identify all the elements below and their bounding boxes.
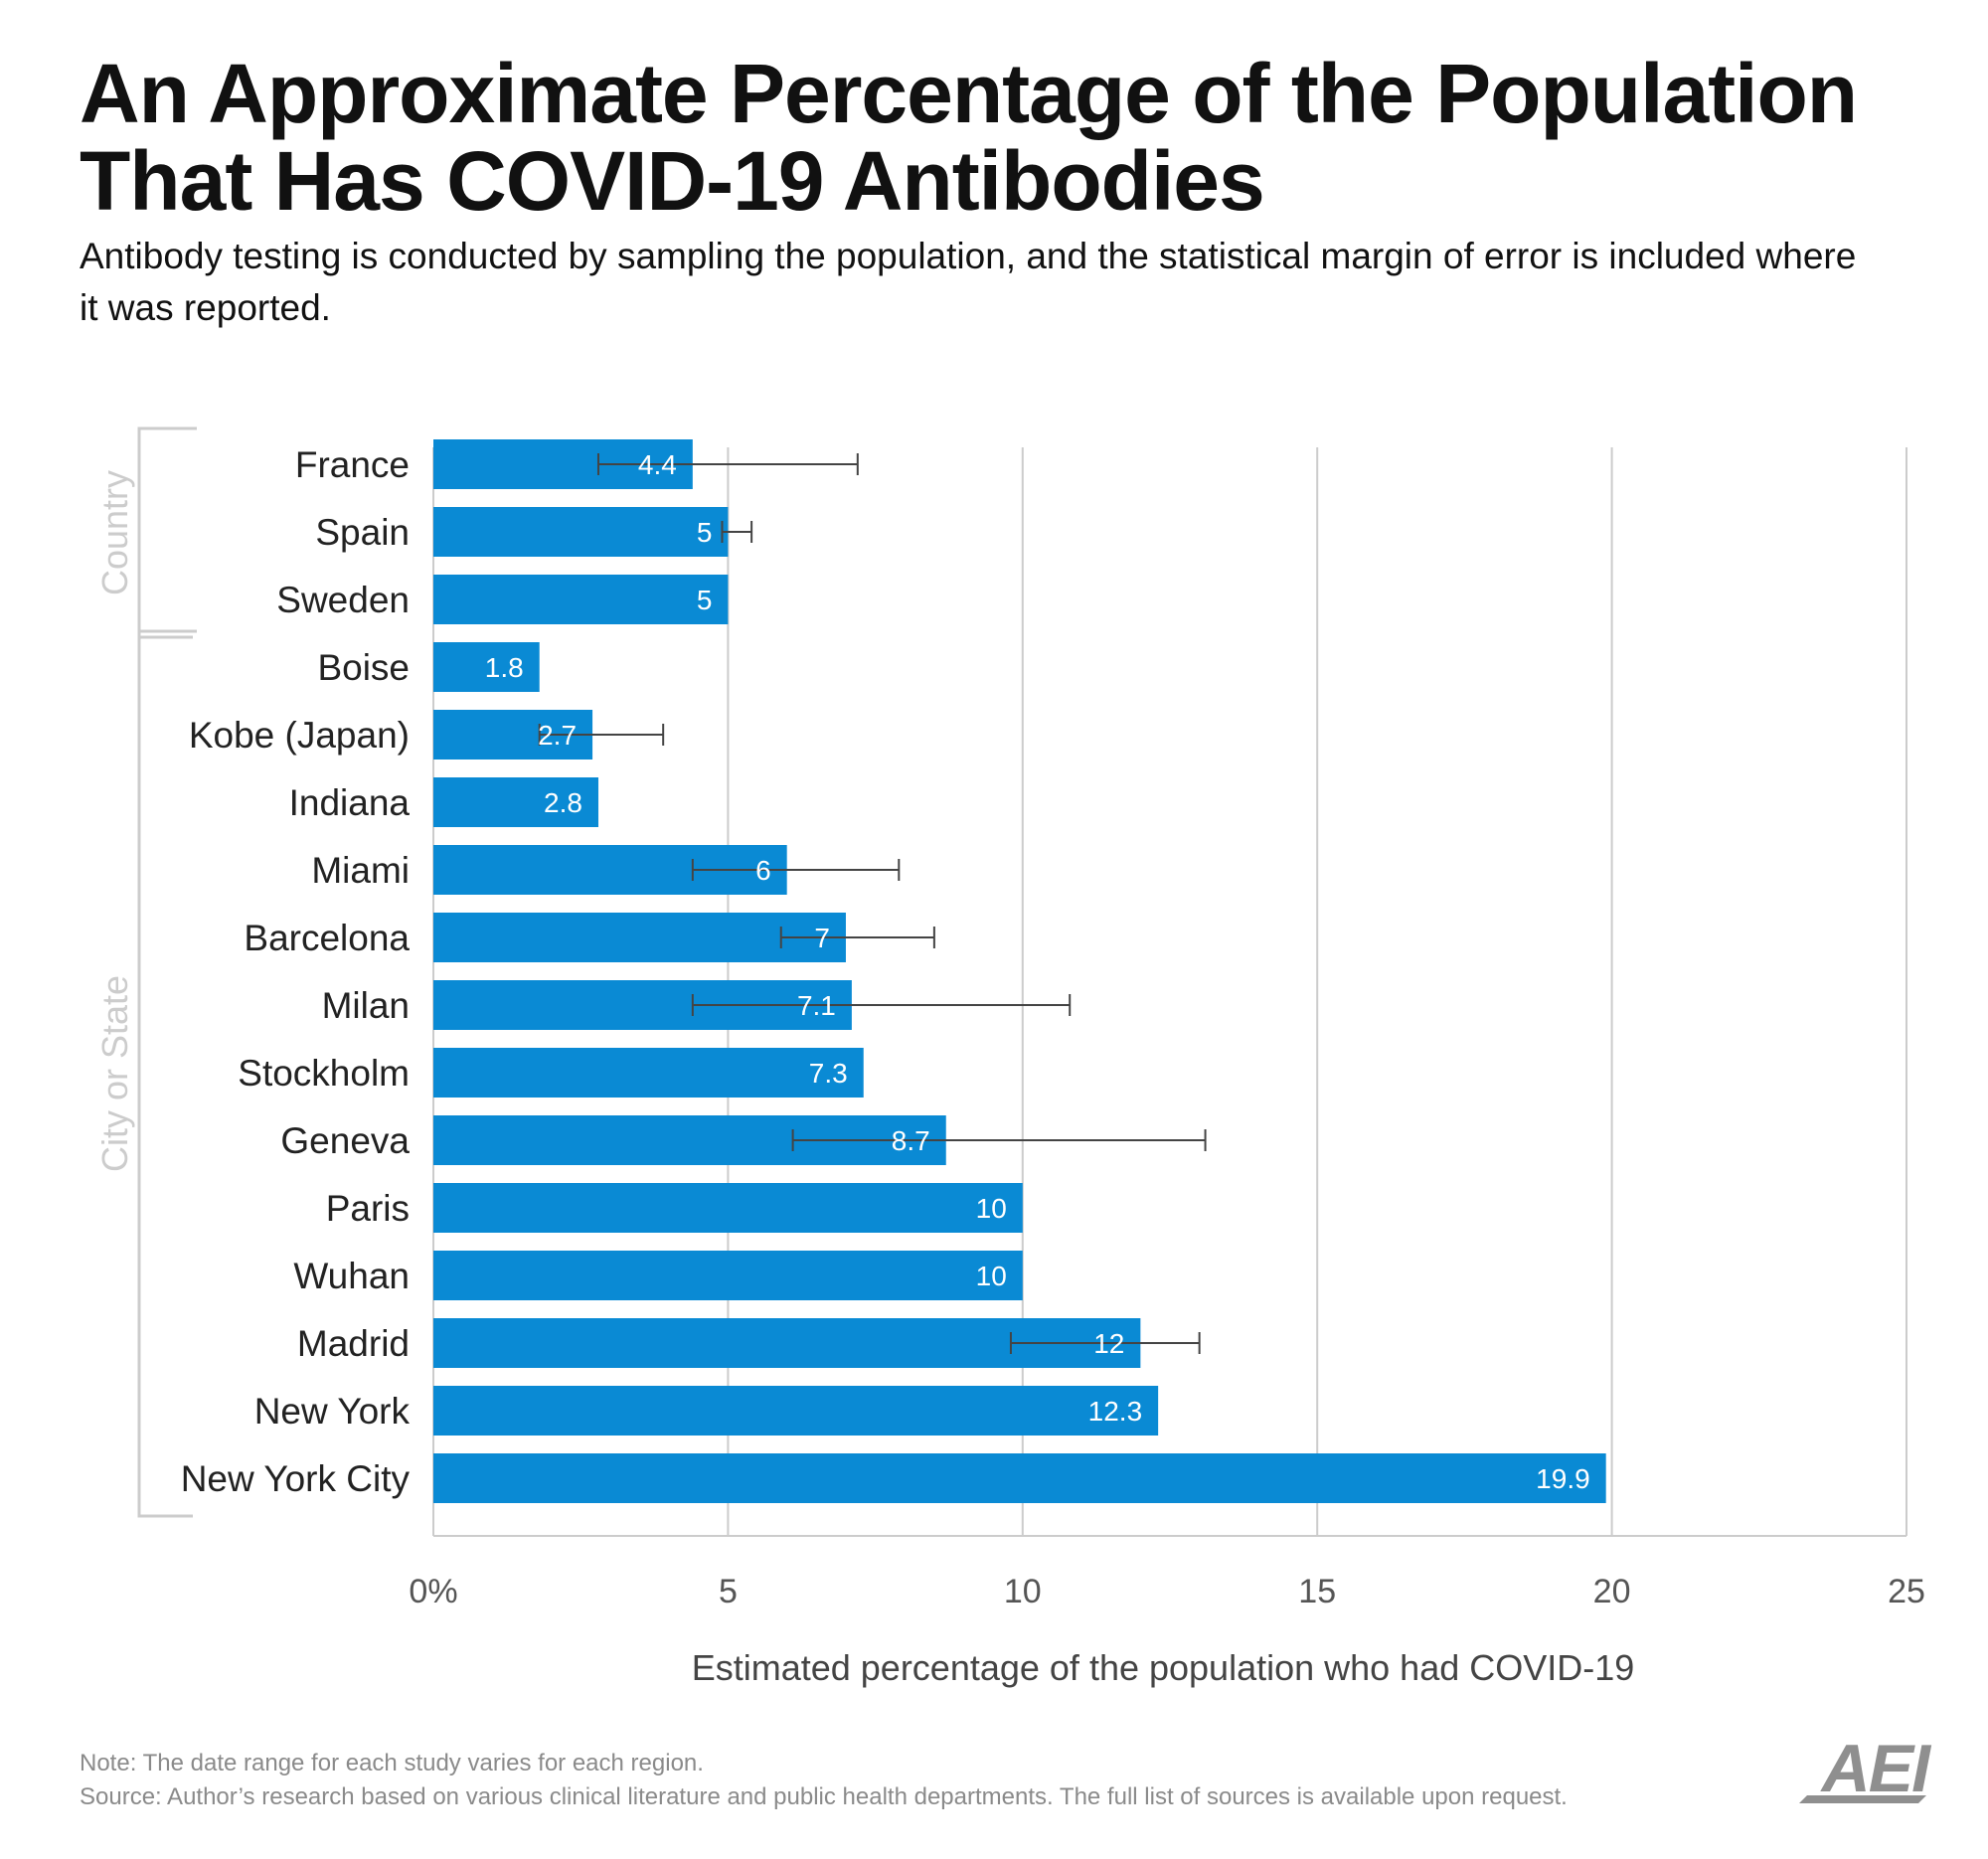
value-label: 1.8 xyxy=(485,652,524,683)
x-tick-label: 0% xyxy=(409,1573,457,1610)
category-label: Milan xyxy=(322,985,410,1026)
chart-title: An Approximate Percentage of the Populat… xyxy=(80,47,1858,228)
x-tick-label: 25 xyxy=(1888,1573,1925,1610)
category-label: New York City xyxy=(181,1458,411,1499)
bar-chart: 0% 5 10 15 20 25 France 4.4 Spain 5 Sweden 5 Boise 1.… xyxy=(94,426,1925,1688)
group-bracket xyxy=(137,426,197,639)
x-tick-label: 20 xyxy=(1593,1573,1631,1610)
group-bracket xyxy=(137,629,197,1518)
bar xyxy=(433,642,540,692)
value-label: 2.8 xyxy=(544,787,582,818)
value-label: 2.7 xyxy=(538,720,577,751)
category-label: Madrid xyxy=(297,1323,410,1364)
bar xyxy=(433,1453,1606,1503)
value-label: 10 xyxy=(976,1261,1007,1291)
bar xyxy=(433,1386,1159,1436)
category-label: Stockholm xyxy=(238,1053,410,1094)
group-label: City or State xyxy=(94,975,135,1172)
aei-logo-text: AEI xyxy=(1820,1731,1932,1806)
value-label: 6 xyxy=(755,855,771,886)
category-label: Miami xyxy=(311,850,410,891)
category-label: New York xyxy=(254,1391,411,1432)
value-label: 10 xyxy=(976,1193,1007,1224)
value-label: 12.3 xyxy=(1088,1396,1143,1427)
bar xyxy=(433,507,729,557)
chart-source: Source: Author’s research based on vario… xyxy=(80,1783,1568,1810)
category-label: Sweden xyxy=(276,580,410,620)
value-label: 4.4 xyxy=(638,449,677,480)
chart-note: Note: The date range for each study vari… xyxy=(80,1750,704,1776)
bar xyxy=(433,777,598,827)
value-label: 19.9 xyxy=(1536,1463,1590,1494)
bar xyxy=(433,1048,864,1098)
category-label: Wuhan xyxy=(293,1256,410,1296)
category-label: France xyxy=(295,444,410,485)
x-tick-label: 5 xyxy=(719,1573,738,1610)
value-label: 7 xyxy=(814,923,830,953)
value-label: 5 xyxy=(697,585,713,615)
chart-subtitle: Antibody testing is conducted by samplin… xyxy=(80,236,1857,328)
category-label: Indiana xyxy=(289,782,411,823)
bar xyxy=(433,1251,1023,1300)
bar xyxy=(433,575,729,624)
value-label: 5 xyxy=(697,517,713,548)
bar xyxy=(433,913,846,962)
value-label: 7.3 xyxy=(809,1058,848,1089)
aei-logo: AEI xyxy=(1799,1731,1934,1806)
x-tick-label: 10 xyxy=(1004,1573,1042,1610)
category-label: Barcelona xyxy=(244,918,410,958)
group-label: Country xyxy=(94,470,135,595)
category-label: Spain xyxy=(315,512,410,553)
category-label: Kobe (Japan) xyxy=(189,715,410,756)
bar xyxy=(433,1183,1023,1233)
value-label: 12 xyxy=(1093,1328,1124,1359)
x-tick-label: 15 xyxy=(1298,1573,1336,1610)
x-axis-title: Estimated percentage of the population w… xyxy=(692,1647,1635,1688)
value-label: 7.1 xyxy=(797,990,836,1021)
value-label: 8.7 xyxy=(892,1125,930,1156)
category-label: Geneva xyxy=(280,1120,410,1161)
category-label: Paris xyxy=(326,1188,410,1229)
category-label: Boise xyxy=(317,647,410,688)
